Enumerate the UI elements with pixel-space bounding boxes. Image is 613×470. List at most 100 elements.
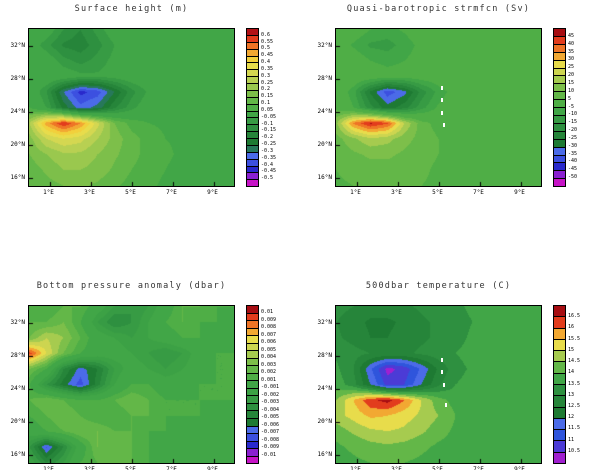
colorbar-segment [247, 425, 258, 434]
x-tick-label: 1°E [43, 466, 54, 470]
colorbar-segment [247, 402, 258, 411]
colorbar-segment [554, 91, 565, 100]
x-axis-labels: 1°E 3°E 5°E 7°E 9°E [335, 467, 542, 470]
y-tick-label: 20°N [10, 417, 25, 425]
colorbar-segment [554, 67, 565, 76]
colorbar-tick-label: -25 [568, 134, 578, 141]
colorbar-tick-label: 0.003 [261, 361, 277, 368]
colorbar-segment [554, 429, 565, 441]
colorbar-segment [247, 380, 258, 388]
colorbar-segment [554, 59, 565, 68]
colorbar-segment [247, 320, 258, 328]
colorbar-segment [247, 131, 258, 138]
colorbar-segment [247, 110, 258, 118]
colorbar-tick-label: -0.3 [261, 147, 274, 154]
colorbar-tick-label: 15 [568, 346, 575, 353]
colorbar-tick-label: -50 [568, 174, 578, 181]
colorbar-tick-label: -0.002 [261, 391, 280, 398]
colorbar-segment [247, 96, 258, 104]
x-tick-label: 1°E [350, 466, 361, 470]
colorbar-tick-label: 0.009 [261, 316, 277, 323]
chart-title: 500dbar temperature (C) [365, 281, 512, 291]
colorbar-segment [247, 138, 258, 145]
colorbar-tick-label: 14.5 [568, 358, 581, 365]
colorbar-tick-label: 0.001 [261, 376, 277, 383]
colorbar [246, 28, 259, 187]
colorbar-tick-label: 0.6 [261, 31, 271, 38]
colorbar-tick-label: 0.005 [261, 346, 277, 353]
colorbar-tick-label: -0.004 [261, 406, 280, 413]
y-axis-labels: 16°N 20°N 24°N 28°N 32°N [0, 29, 25, 186]
colorbar-tick-label: 11.5 [568, 425, 581, 432]
colorbar-tick-label: 14 [568, 369, 575, 376]
colorbar-labels: 16.5 16 15.5 15 14.5 14 13.5 13 12.5 12 11.5 11 10.5 [568, 306, 594, 463]
colorbar-segment [554, 75, 565, 84]
panel-500dbar-temperature: 500dbar temperature (C) 16°N 20°N 24°N 28°N… [307, 279, 597, 470]
y-axis-labels: 16°N 20°N 24°N 28°N 32°N [0, 306, 25, 463]
colorbar-tick-label: 0.008 [261, 324, 277, 331]
y-tick-label: 24°N [317, 384, 332, 392]
colorbar-segment [247, 172, 258, 180]
colorbar-segment [247, 433, 258, 441]
colorbar-labels: 0.01 0.009 0.008 0.007 0.006 0.005 0.004 0.003 0… [261, 306, 287, 463]
colorbar-tick-label: -0.005 [261, 414, 280, 421]
colorbar-tick-label: 16 [568, 324, 575, 331]
x-tick-label: 9°E [514, 466, 525, 470]
colorbar-segment [554, 178, 565, 187]
x-tick-label: 1°E [350, 189, 361, 196]
x-tick-label: 5°E [432, 189, 443, 196]
colorbar-tick-label: -0.009 [261, 444, 280, 451]
x-tick-label: 7°E [473, 466, 484, 470]
colorbar-tick-label: 0.55 [261, 38, 274, 45]
x-tick-label: 7°E [473, 189, 484, 196]
colorbar-tick-label: 35 [568, 48, 575, 55]
colorbar-segment [247, 124, 258, 132]
colorbar-tick-label: 12 [568, 414, 575, 421]
y-tick-label: 16°N [10, 173, 25, 181]
colorbar-segment [554, 162, 565, 171]
colorbar-segment [247, 410, 258, 418]
heatmap-plot [28, 305, 235, 464]
colorbar-segment [554, 35, 565, 44]
y-tick-label: 16°N [317, 450, 332, 458]
colorbar-segment [554, 107, 565, 115]
colorbar-segment [247, 387, 258, 396]
colorbar-tick-label: 20 [568, 72, 575, 79]
colorbar [553, 28, 566, 187]
colorbar-segment [247, 312, 258, 321]
colorbar-tick-label: 0.05 [261, 106, 274, 113]
colorbar-tick-label: 13.5 [568, 380, 581, 387]
colorbar-segment [247, 48, 258, 56]
x-axis-labels: 1°E 3°E 5°E 7°E 9°E [28, 190, 235, 198]
colorbar-tick-label: -0.5 [261, 175, 274, 182]
colorbar-tick-label: -0.01 [261, 451, 277, 458]
colorbar-segment [247, 179, 258, 187]
colorbar-tick-label: 13 [568, 391, 575, 398]
colorbar-segment [247, 144, 258, 152]
colorbar-tick-label: -15 [568, 119, 578, 126]
y-axis-labels: 16°N 20°N 24°N 28°N 32°N [307, 29, 332, 186]
colorbar-segment [247, 29, 258, 35]
colorbar-segment [554, 417, 565, 430]
colorbar-segment [554, 395, 565, 407]
colorbar-tick-label: 11 [568, 436, 575, 443]
colorbar-segment [247, 448, 258, 456]
colorbar-tick-label: 0.1 [261, 100, 271, 107]
panel-surface-height: Surface height (m) 16°N 20°N 24°N 28°N 32°N … [0, 2, 290, 202]
colorbar-tick-label: 0.25 [261, 79, 274, 86]
colorbar-segment [247, 151, 258, 159]
colorbar-segment [247, 335, 258, 343]
colorbar-tick-label: 0.2 [261, 86, 271, 93]
x-tick-label: 9°E [514, 189, 525, 196]
x-tick-label: 5°E [432, 466, 443, 470]
colorbar-segment [554, 327, 565, 339]
x-tick-label: 5°E [125, 189, 136, 196]
colorbar-segment [247, 117, 258, 125]
colorbar-segment [554, 361, 565, 373]
chart-title: Bottom pressure anomaly (dbar) [36, 281, 227, 291]
y-tick-label: 28°N [10, 351, 25, 359]
y-tick-label: 20°N [317, 417, 332, 425]
colorbar-tick-label: -20 [568, 127, 578, 134]
colorbar-tick-label: 0.15 [261, 93, 274, 100]
x-tick-label: 3°E [84, 189, 95, 196]
